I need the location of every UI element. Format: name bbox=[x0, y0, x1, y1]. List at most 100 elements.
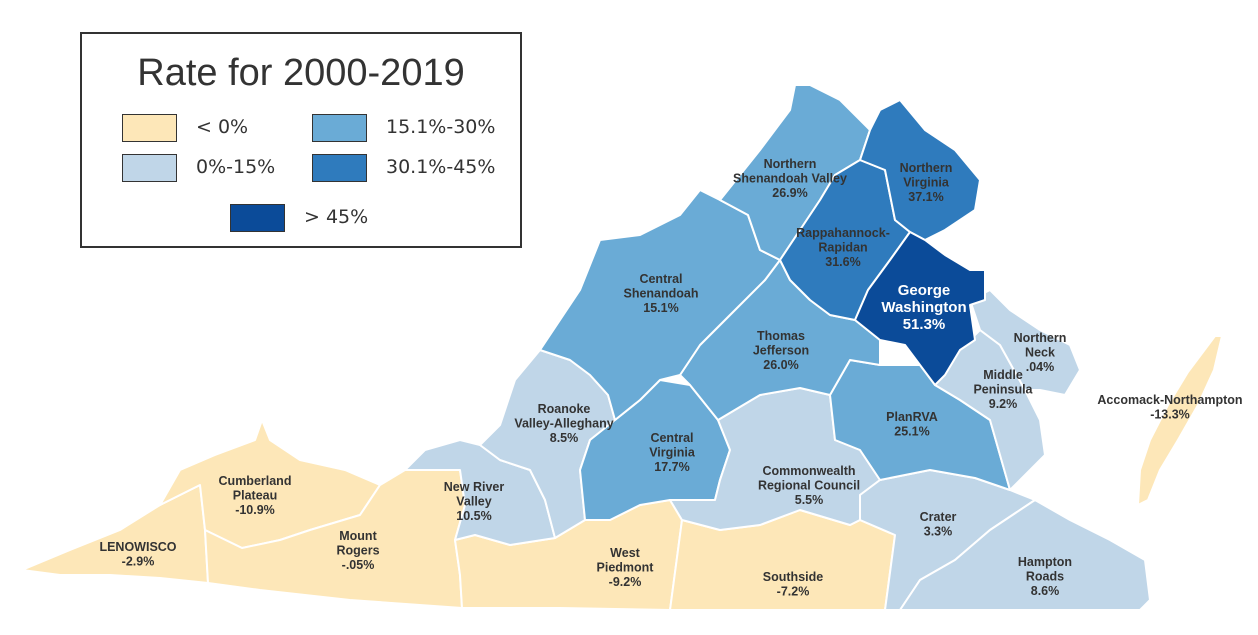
label-central-shenandoah: Central Shenandoah 15.1% bbox=[623, 272, 698, 315]
region-george-washington[interactable] bbox=[854, 231, 986, 386]
label-accomack-northampton: Accomack-Northampton -13.3% bbox=[1097, 393, 1242, 422]
region-name-line: Northern bbox=[900, 161, 953, 175]
region-name-line: George bbox=[898, 282, 951, 299]
region-value: -2.9% bbox=[122, 555, 155, 569]
region-value: 37.1% bbox=[908, 190, 943, 204]
label-commonwealth-regional-council: Commonwealth Regional Council 5.5% bbox=[758, 464, 860, 507]
legend-swatch bbox=[122, 114, 177, 142]
legend-label: 30.1%-45% bbox=[386, 156, 496, 178]
label-northern-neck: Northern Neck .04% bbox=[1014, 331, 1067, 374]
region-name-line: Regional Council bbox=[758, 479, 860, 493]
region-value: 51.3% bbox=[903, 316, 946, 333]
region-name-line: Accomack-Northampton bbox=[1097, 393, 1242, 407]
region-value: 3.3% bbox=[924, 525, 953, 539]
legend-swatch bbox=[230, 204, 285, 232]
region-name-line: Shenandoah bbox=[623, 287, 698, 301]
region-shapes bbox=[21, 84, 1223, 611]
region-name-line: Valley bbox=[456, 495, 491, 509]
label-northern-virginia: Northern Virginia 37.1% bbox=[900, 161, 953, 204]
region-value: 5.5% bbox=[795, 493, 824, 507]
label-roanoke-valley-alleghany: Roanoke Valley-Alleghany 8.5% bbox=[514, 402, 613, 445]
region-name-line: Rapidan bbox=[818, 241, 867, 255]
legend-swatch bbox=[312, 154, 367, 182]
region-hampton-roads[interactable] bbox=[899, 499, 1151, 611]
region-value: -13.3% bbox=[1150, 408, 1190, 422]
label-thomas-jefferson: Thomas Jefferson 26.0% bbox=[753, 329, 809, 372]
label-planrva: PlanRVA 25.1% bbox=[886, 410, 938, 439]
region-value: .04% bbox=[1026, 360, 1055, 374]
region-accomack-northampton[interactable] bbox=[1137, 335, 1223, 506]
region-name-line: Jefferson bbox=[753, 344, 809, 358]
region-northern-neck[interactable] bbox=[969, 289, 1081, 396]
legend-label: 15.1%-30% bbox=[386, 116, 496, 138]
label-new-river-valley: New River Valley 10.5% bbox=[444, 480, 505, 523]
region-name-line: PlanRVA bbox=[886, 410, 938, 424]
region-name-line: Roanoke bbox=[538, 402, 591, 416]
region-name-line: Shenandoah Valley bbox=[733, 172, 847, 186]
region-value: 25.1% bbox=[894, 425, 929, 439]
region-name-line: Rappahannock- bbox=[796, 226, 890, 240]
label-cumberland-plateau: Cumberland Plateau -10.9% bbox=[219, 474, 292, 517]
region-middle-peninsula[interactable] bbox=[934, 329, 1046, 491]
label-george-washington: George Washington 51.3% bbox=[881, 282, 966, 333]
region-name-line: West bbox=[610, 546, 640, 560]
region-value: -10.9% bbox=[235, 503, 275, 517]
legend-label: < 0% bbox=[196, 116, 249, 138]
label-mount-rogers: Mount Rogers -.05% bbox=[336, 529, 379, 572]
region-name-line: Washington bbox=[881, 299, 966, 316]
region-value: -7.2% bbox=[777, 585, 810, 599]
region-name-line: Northern bbox=[1014, 331, 1067, 345]
region-value: -.05% bbox=[342, 558, 375, 572]
region-name-line: Plateau bbox=[233, 489, 277, 503]
region-value: 15.1% bbox=[643, 301, 678, 315]
region-name-line: Roads bbox=[1026, 570, 1064, 584]
region-name-line: Valley-Alleghany bbox=[514, 417, 613, 431]
region-name-line: Commonwealth bbox=[762, 464, 855, 478]
label-middle-peninsula: Middle Peninsula 9.2% bbox=[973, 368, 1033, 411]
legend: Rate for 2000-2019 < 0% 0%-15% 15.1%-30%… bbox=[80, 32, 522, 248]
region-name-line: Crater bbox=[920, 510, 957, 524]
region-central-shenandoah[interactable] bbox=[539, 189, 781, 421]
region-value: 26.9% bbox=[772, 186, 807, 200]
region-name-line: Central bbox=[639, 272, 682, 286]
region-name-line: Northern bbox=[764, 157, 817, 171]
region-name-line: Peninsula bbox=[973, 383, 1033, 397]
region-name-line: LENOWISCO bbox=[99, 540, 176, 554]
region-name-line: Central bbox=[650, 431, 693, 445]
label-southside: Southside -7.2% bbox=[763, 570, 823, 599]
region-value: 8.6% bbox=[1031, 584, 1060, 598]
legend-swatch bbox=[122, 154, 177, 182]
region-value: 10.5% bbox=[456, 509, 491, 523]
legend-title: Rate for 2000-2019 bbox=[137, 52, 465, 94]
region-name-line: Hampton bbox=[1018, 555, 1072, 569]
label-crater: Crater 3.3% bbox=[920, 510, 957, 539]
label-northern-shenandoah-valley: Northern Shenandoah Valley 26.9% bbox=[733, 157, 847, 200]
region-name-line: Southside bbox=[763, 570, 823, 584]
region-northern-virginia[interactable] bbox=[859, 99, 981, 241]
region-value: 17.7% bbox=[654, 460, 689, 474]
region-labels: LENOWISCO -2.9% Cumberland Plateau -10.9% M… bbox=[99, 157, 1242, 599]
region-name-line: Mount bbox=[339, 529, 377, 543]
legend-swatch bbox=[312, 114, 367, 142]
region-name-line: Piedmont bbox=[597, 561, 655, 575]
region-name-line: New River bbox=[444, 480, 505, 494]
region-lenowisco[interactable] bbox=[21, 484, 209, 584]
region-value: 31.6% bbox=[825, 255, 860, 269]
label-lenowisco: LENOWISCO -2.9% bbox=[99, 540, 176, 569]
region-name-line: Thomas bbox=[757, 329, 805, 343]
label-hampton-roads: Hampton Roads 8.6% bbox=[1018, 555, 1072, 598]
legend-label: > 45% bbox=[304, 206, 369, 228]
label-rappahannock-rapidan: Rappahannock-Rapidan 31.6% bbox=[796, 226, 890, 269]
region-name-line: Neck bbox=[1025, 346, 1055, 360]
region-value: 26.0% bbox=[763, 358, 798, 372]
region-value: -9.2% bbox=[609, 575, 642, 589]
region-name-line: Cumberland bbox=[219, 474, 292, 488]
label-central-virginia: Central Virginia 17.7% bbox=[649, 431, 696, 474]
legend-label: 0%-15% bbox=[196, 156, 276, 178]
region-value: 8.5% bbox=[550, 431, 579, 445]
region-value: 9.2% bbox=[989, 397, 1018, 411]
region-name-line: Virginia bbox=[903, 176, 950, 190]
region-name-line: Middle bbox=[983, 368, 1023, 382]
label-west-piedmont: West Piedmont -9.2% bbox=[597, 546, 655, 589]
